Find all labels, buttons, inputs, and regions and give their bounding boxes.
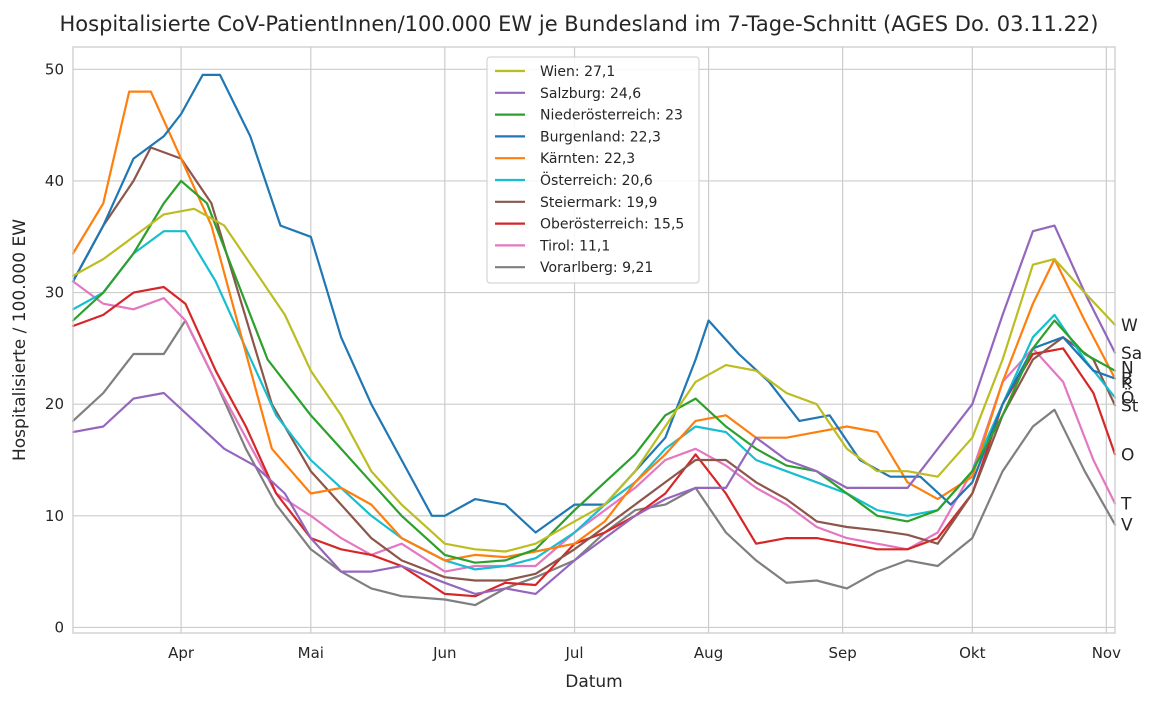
x-tick-label: Sep (828, 644, 856, 662)
legend[interactable]: Wien: 27,1 Salzburg: 24,6 Niederösterreich… (486, 56, 700, 284)
x-tick-label: Jul (564, 644, 583, 662)
end-label: Sa (1121, 344, 1142, 364)
end-label: V (1121, 516, 1133, 536)
y-tick-label: 0 (54, 618, 64, 636)
series-line (71, 207, 1117, 553)
end-label: Ö (1121, 386, 1134, 408)
x-tick-label: Aug (694, 644, 723, 662)
axis-ticks: Apr Mai Jun Jul Aug Sep Okt Nov 0 10 20 30 40 50 (45, 60, 1121, 662)
y-tick-label: 40 (45, 172, 64, 190)
x-tick-label: Okt (959, 644, 985, 662)
end-label: T (1120, 495, 1132, 515)
end-label: K (1121, 373, 1133, 393)
legend-entry[interactable]: Salzburg: 24,6 (540, 86, 641, 102)
end-label: B (1121, 370, 1133, 390)
legend-entry[interactable]: Tirol: 11,1 (539, 238, 610, 254)
legend-entry[interactable]: Steiermark: 19,9 (540, 195, 657, 211)
legend-entry[interactable]: Wien: 27,1 (540, 64, 615, 80)
series-lines (71, 73, 1117, 607)
chart-title: Hospitalisierte CoV-PatientInnen/100.000… (60, 12, 1099, 36)
legend-entry[interactable]: Oberösterreich: 15,5 (540, 217, 684, 233)
end-label: W (1121, 316, 1138, 336)
series-line (71, 224, 1117, 596)
series-line (71, 280, 1117, 573)
end-label: O (1121, 445, 1134, 465)
plot-frame (72, 46, 1116, 634)
legend-box (486, 56, 700, 284)
end-label: St (1121, 396, 1139, 416)
y-tick-label: 10 (45, 507, 64, 525)
y-tick-label: 20 (45, 395, 64, 413)
series-line (71, 90, 1117, 562)
x-axis-label: Datum (565, 672, 623, 692)
end-label: N (1121, 358, 1134, 378)
series-line (71, 179, 1117, 564)
y-tick-label: 50 (45, 60, 64, 78)
y-tick-label: 30 (45, 284, 64, 302)
x-tick-label: Apr (168, 644, 195, 662)
x-tick-label: Nov (1092, 644, 1121, 662)
x-tick-label: Mai (298, 644, 324, 662)
y-axis-label: Hospitalisierte / 100.000 EW (10, 219, 30, 461)
legend-entry[interactable]: Vorarlberg: 9,21 (540, 260, 653, 276)
series-line (71, 285, 1117, 598)
series-line (71, 146, 1117, 582)
x-tick-label: Jun (432, 644, 456, 662)
legend-entry[interactable]: Niederösterreich: 23 (540, 108, 683, 124)
legend-entry[interactable]: Kärnten: 22,3 (540, 151, 635, 167)
legend-entry[interactable]: Österreich: 20,6 (540, 171, 653, 189)
legend-entry[interactable]: Burgenland: 22,3 (540, 129, 661, 145)
